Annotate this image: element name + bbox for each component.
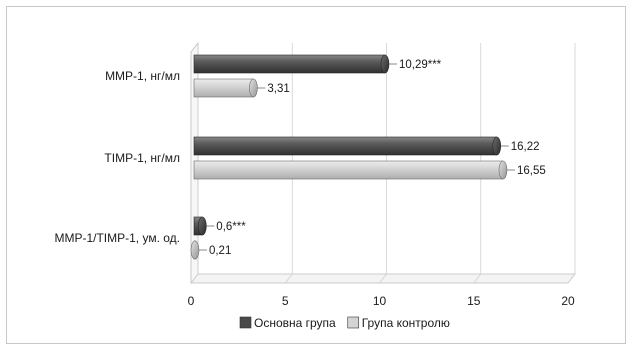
- data-label: 0,6***: [216, 221, 246, 233]
- gridline-floor-20: [567, 273, 576, 284]
- data-label: 0,21: [209, 245, 231, 257]
- bar-kontrol: [190, 240, 200, 260]
- gridline-floor-5: [284, 273, 293, 284]
- data-label: 16,22: [511, 141, 540, 153]
- gridline-floor-15: [473, 273, 482, 284]
- legend-label: Основна група: [254, 316, 336, 330]
- legend-label: Група контролю: [362, 316, 450, 330]
- x-tick-label: 15: [467, 294, 481, 308]
- bar-kontrol: [193, 160, 508, 180]
- x-tick-label: 0: [188, 294, 195, 308]
- category-label: MMP-1, нг/мл: [105, 69, 180, 83]
- bar-osnovna: [193, 136, 502, 156]
- legend-swatch-kontrol: [347, 316, 360, 329]
- gridline-floor-10: [379, 273, 387, 284]
- category-label: TIMP-1, нг/мл: [104, 151, 180, 165]
- bar-osnovna: [193, 54, 390, 74]
- data-label: 3,31: [267, 83, 289, 95]
- legend-swatch-osnovna: [239, 316, 252, 329]
- bar-kontrol: [193, 78, 258, 98]
- x-tick-label: 5: [282, 294, 289, 308]
- data-label: 16,55: [517, 165, 546, 177]
- bar-osnovna: [193, 216, 207, 236]
- category-label: MMP-1/TIMP-1, ум. од.: [54, 231, 180, 245]
- gridline-floor-0: [190, 273, 199, 284]
- data-label: 10,29***: [399, 59, 442, 71]
- x-tick-label: 20: [561, 294, 575, 308]
- x-tick-label: 10: [373, 294, 387, 308]
